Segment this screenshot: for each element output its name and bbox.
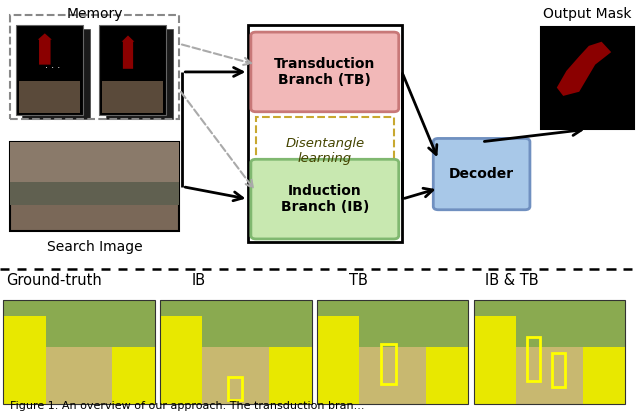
Bar: [269, 347, 312, 404]
Bar: [10, 182, 179, 204]
Text: Transduction
Branch (TB): Transduction Branch (TB): [274, 57, 376, 87]
Bar: [256, 117, 394, 186]
Bar: [10, 142, 179, 231]
FancyArrow shape: [38, 33, 52, 65]
Bar: [160, 300, 312, 347]
Text: Figure 1. An overview of our approach. The transduction bran...: Figure 1. An overview of our approach. T…: [10, 401, 364, 411]
Bar: [3, 300, 155, 404]
FancyBboxPatch shape: [251, 159, 399, 239]
Bar: [160, 316, 202, 404]
Bar: [10, 142, 179, 187]
Text: Ground-truth: Ground-truth: [6, 273, 102, 288]
Bar: [381, 344, 396, 384]
Bar: [102, 81, 163, 113]
Bar: [22, 29, 90, 119]
Bar: [248, 25, 402, 242]
Bar: [113, 347, 155, 404]
Bar: [317, 316, 359, 404]
Bar: [474, 300, 625, 347]
Bar: [552, 354, 564, 387]
Text: IB: IB: [191, 273, 205, 288]
Bar: [160, 300, 312, 404]
Bar: [3, 316, 45, 404]
FancyBboxPatch shape: [433, 138, 530, 210]
Bar: [16, 25, 83, 115]
Text: Output Mask: Output Mask: [543, 7, 632, 21]
Text: Disentangle
learning: Disentangle learning: [285, 137, 364, 165]
Bar: [541, 27, 634, 129]
Bar: [317, 300, 468, 404]
Bar: [426, 347, 468, 404]
Bar: [474, 316, 516, 404]
FancyArrow shape: [122, 35, 134, 69]
Text: TB: TB: [349, 273, 368, 288]
Polygon shape: [557, 42, 611, 96]
Bar: [10, 15, 179, 119]
Bar: [3, 300, 155, 347]
Bar: [99, 25, 166, 115]
FancyBboxPatch shape: [251, 32, 399, 112]
Bar: [19, 81, 80, 113]
Bar: [3, 300, 155, 404]
Bar: [474, 300, 625, 404]
Bar: [317, 300, 468, 347]
Text: IB & TB: IB & TB: [485, 273, 539, 288]
Bar: [228, 377, 242, 400]
Text: Induction
Branch (IB): Induction Branch (IB): [280, 184, 369, 214]
Text: Memory: Memory: [67, 7, 123, 21]
Text: Search Image: Search Image: [47, 240, 142, 254]
Bar: [106, 29, 173, 119]
Bar: [160, 300, 312, 404]
Text: · · ·: · · ·: [45, 63, 61, 73]
Text: Decoder: Decoder: [449, 167, 514, 181]
Bar: [474, 300, 625, 404]
Bar: [317, 300, 468, 404]
Bar: [583, 347, 625, 404]
Bar: [527, 337, 540, 380]
